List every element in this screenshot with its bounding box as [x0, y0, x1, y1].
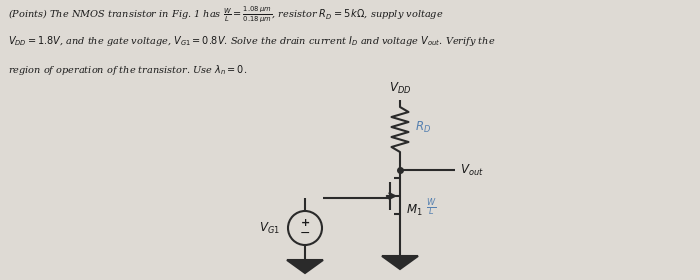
Text: (Points) The NMOS transistor in Fig. 1 has $\frac{W}{L} = \frac{1.08\,\mu m}{0.1: (Points) The NMOS transistor in Fig. 1 h… [8, 5, 444, 25]
Text: region of operation of the transistor. Use $\lambda_n = 0$.: region of operation of the transistor. U… [8, 63, 247, 77]
Polygon shape [382, 256, 418, 269]
Text: $V_{DD} = 1.8V$, and the gate voltage, $V_{G1} = 0.8V$. Solve the drain current : $V_{DD} = 1.8V$, and the gate voltage, $… [8, 34, 496, 48]
Polygon shape [287, 260, 323, 273]
Text: −: − [300, 227, 310, 240]
Text: $V_{G1}$: $V_{G1}$ [259, 220, 280, 235]
Text: +: + [300, 218, 309, 227]
Text: $R_D$: $R_D$ [415, 120, 431, 135]
Text: $V_{DD}$: $V_{DD}$ [389, 81, 411, 96]
Text: $\frac{W}{L}$: $\frac{W}{L}$ [426, 196, 436, 218]
Text: $V_{out}$: $V_{out}$ [460, 162, 484, 178]
Text: $M_1$: $M_1$ [406, 202, 423, 218]
